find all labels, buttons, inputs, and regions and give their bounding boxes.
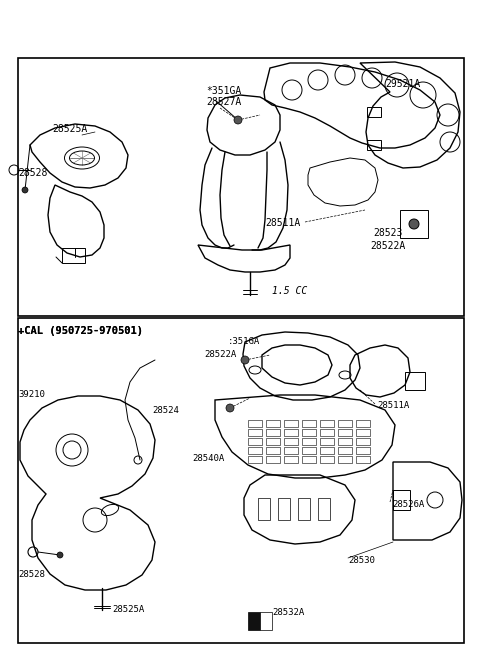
Text: 1.5 CC: 1.5 CC bbox=[272, 286, 307, 296]
Text: 28527A: 28527A bbox=[206, 97, 241, 107]
Circle shape bbox=[409, 219, 419, 229]
Text: 28522A: 28522A bbox=[370, 241, 405, 251]
Bar bbox=[320, 456, 334, 463]
Bar bbox=[248, 447, 262, 454]
Text: 28530: 28530 bbox=[348, 556, 375, 565]
Text: 28524: 28524 bbox=[152, 406, 179, 415]
Circle shape bbox=[241, 356, 249, 364]
Bar bbox=[266, 447, 280, 454]
Circle shape bbox=[22, 187, 28, 193]
Bar bbox=[338, 420, 352, 427]
Bar bbox=[266, 456, 280, 463]
Text: 28525A: 28525A bbox=[112, 605, 144, 614]
Bar bbox=[320, 447, 334, 454]
Text: *351GA: *351GA bbox=[206, 86, 241, 96]
Bar bbox=[320, 429, 334, 436]
Bar bbox=[367, 107, 381, 117]
Text: :351GA: :351GA bbox=[228, 337, 260, 346]
Text: 39210: 39210 bbox=[18, 390, 45, 399]
Text: 28526A: 28526A bbox=[392, 500, 424, 509]
Bar bbox=[260, 612, 272, 630]
Text: +CAL (950725-970501): +CAL (950725-970501) bbox=[18, 326, 143, 336]
Bar bbox=[356, 438, 370, 445]
Circle shape bbox=[234, 116, 242, 124]
Text: 28528: 28528 bbox=[18, 168, 48, 178]
Bar bbox=[302, 420, 316, 427]
Bar bbox=[302, 429, 316, 436]
Bar bbox=[248, 420, 262, 427]
Bar bbox=[338, 438, 352, 445]
Bar bbox=[284, 429, 298, 436]
Bar bbox=[284, 438, 298, 445]
Bar bbox=[356, 429, 370, 436]
Bar bbox=[320, 420, 334, 427]
Bar bbox=[284, 456, 298, 463]
Bar bbox=[284, 447, 298, 454]
Bar bbox=[266, 429, 280, 436]
Bar bbox=[302, 438, 316, 445]
Bar bbox=[248, 456, 262, 463]
Bar bbox=[338, 447, 352, 454]
Bar bbox=[320, 438, 334, 445]
Bar bbox=[18, 58, 464, 316]
Text: 28528: 28528 bbox=[18, 570, 45, 579]
Text: 28511A: 28511A bbox=[265, 218, 300, 228]
Bar bbox=[400, 210, 428, 238]
Circle shape bbox=[57, 552, 63, 558]
Bar bbox=[266, 438, 280, 445]
Bar bbox=[356, 456, 370, 463]
Text: +CAL (950725-970501): +CAL (950725-970501) bbox=[18, 326, 143, 336]
Bar bbox=[302, 456, 316, 463]
Text: 29521A: 29521A bbox=[385, 79, 420, 89]
Bar bbox=[258, 498, 270, 520]
Bar bbox=[302, 447, 316, 454]
Text: 28532A: 28532A bbox=[272, 608, 304, 617]
Text: 28540A: 28540A bbox=[192, 454, 224, 463]
Text: 28511A: 28511A bbox=[377, 401, 409, 410]
Bar bbox=[248, 612, 260, 630]
Bar bbox=[338, 429, 352, 436]
Bar bbox=[298, 498, 310, 520]
Bar bbox=[248, 438, 262, 445]
Bar bbox=[278, 498, 290, 520]
Bar bbox=[318, 498, 330, 520]
Bar bbox=[18, 318, 464, 643]
Bar bbox=[356, 420, 370, 427]
Bar bbox=[284, 420, 298, 427]
Text: 28525A: 28525A bbox=[52, 124, 87, 134]
Bar bbox=[248, 429, 262, 436]
Text: 28523: 28523 bbox=[373, 228, 402, 238]
Text: 28522A: 28522A bbox=[204, 350, 236, 359]
Bar bbox=[266, 420, 280, 427]
Bar bbox=[338, 456, 352, 463]
Bar bbox=[356, 447, 370, 454]
Bar bbox=[367, 140, 381, 150]
Circle shape bbox=[226, 404, 234, 412]
Bar bbox=[405, 372, 425, 390]
